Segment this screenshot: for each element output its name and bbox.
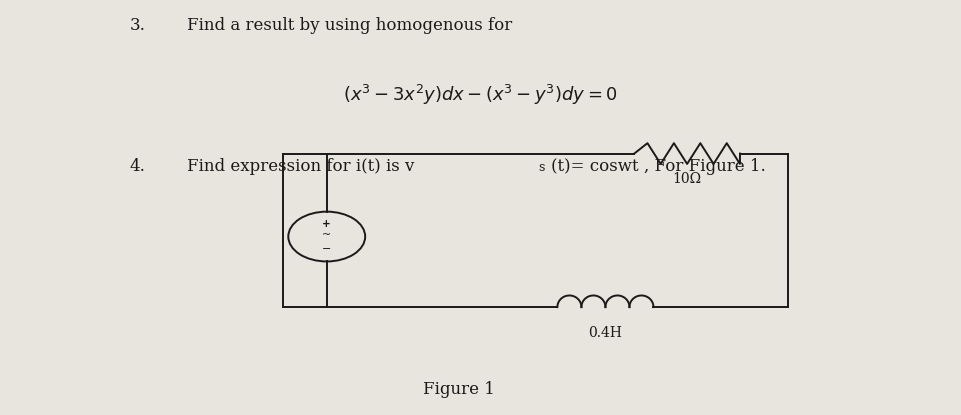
Text: Find a result by using homogenous for: Find a result by using homogenous for [187,17,512,34]
Text: −: − [322,244,332,254]
Text: 4.: 4. [130,158,146,175]
Text: 10Ω: 10Ω [673,172,702,186]
Text: +: + [322,219,332,229]
Text: ~: ~ [322,230,332,240]
Text: 3.: 3. [130,17,146,34]
Text: s: s [538,161,545,174]
Text: 0.4H: 0.4H [588,326,623,340]
Text: $(x^3 - 3x^2y)dx - (x^3 - y^3)dy = 0$: $(x^3 - 3x^2y)dx - (x^3 - y^3)dy = 0$ [343,83,618,107]
Text: (t)= coswt , For Figure 1.: (t)= coswt , For Figure 1. [551,158,765,175]
Text: Find expression for i(t) is v: Find expression for i(t) is v [187,158,415,175]
Text: Figure 1: Figure 1 [424,381,495,398]
